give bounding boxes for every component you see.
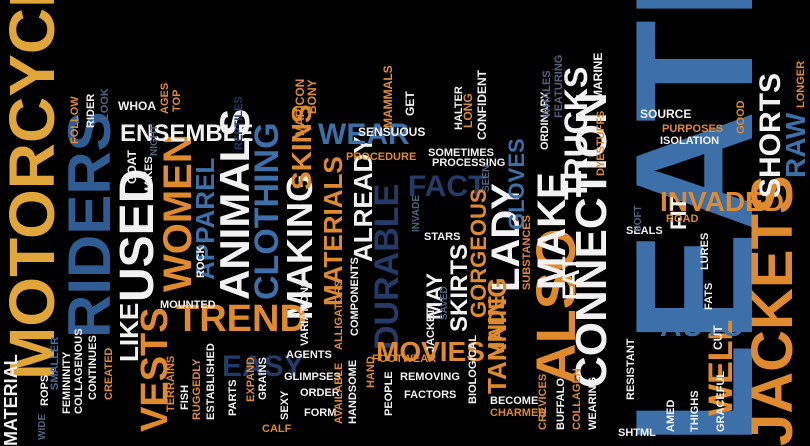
word-biological: BIOLOGICAL — [467, 334, 479, 404]
word-saved: SAVED — [439, 286, 450, 320]
word-agents: AGENTS — [286, 349, 332, 361]
word-processing: PROCESSING — [432, 157, 506, 169]
word-seals: SEALS — [626, 225, 663, 237]
word-people: PEOPLE — [383, 371, 395, 416]
word-movies: MOVIES — [376, 336, 485, 367]
word-sexy: SEXY — [279, 390, 291, 420]
word-whales: WHALES — [541, 70, 553, 118]
word-good: GOOD — [735, 100, 747, 134]
word-soft: SOFT — [633, 205, 644, 232]
word-glimpses: GLIMPSES — [284, 371, 341, 383]
word-sometimes: SOMETIMES — [428, 147, 495, 159]
word-lures: LURES — [699, 232, 711, 270]
word-terrains: TERRAINS — [165, 355, 177, 412]
word-follow: FOLLOW — [69, 96, 81, 144]
word-continues: CONTINUES — [87, 335, 99, 400]
word-crevices: CREVICES — [537, 373, 549, 430]
word-collagenous: COLLAGENOUS — [73, 328, 85, 414]
word-fish: FISH — [179, 384, 191, 410]
word-thighs: THIGHS — [689, 390, 701, 432]
word-created: CREATED — [103, 347, 115, 400]
word-seen: SEEN — [481, 164, 492, 192]
word-reptiles: REPTILES — [233, 96, 245, 150]
word-expand: EXPAND — [245, 356, 257, 402]
word-sensuous: SENSUOUS — [358, 125, 426, 139]
word-parts: PARTS — [227, 379, 239, 416]
word-available: AVAILABLE — [333, 362, 345, 424]
word-look: LOOK — [99, 88, 111, 120]
word-components: COMPONENTS — [349, 257, 361, 336]
word-cut: CUT — [711, 325, 725, 350]
word-fats: FATS — [703, 282, 715, 310]
word-become: BECOME — [490, 395, 539, 407]
word-like: LIKE — [114, 302, 144, 362]
word-calf: CALF — [262, 423, 292, 435]
word-invaded: INVADED — [660, 186, 784, 217]
word-auto: AUTO — [660, 310, 745, 343]
word-fat: FAT — [558, 256, 585, 300]
word-motorcycle: MOTORCYCLE — [0, 0, 68, 380]
word-smaller: SMALLER — [49, 336, 61, 390]
word-confident: CONFIDENT — [475, 70, 489, 140]
word-marine: MARINE — [591, 52, 605, 100]
word-raw: RAW — [780, 112, 810, 178]
word-buffalo: BUFFALO — [555, 378, 567, 430]
word-material: MATERIAL — [1, 354, 21, 446]
word-invade: INVADE — [411, 194, 422, 232]
word-wide: WIDE — [37, 413, 48, 440]
word-variations: VARIATIONS — [299, 279, 311, 346]
word-source: SOURCE — [640, 107, 692, 121]
word-bony: BONY — [305, 79, 319, 114]
word-established: ESTABLISHED — [205, 343, 217, 420]
word-graceful: GRACEFUL — [715, 370, 727, 432]
word-goat: GOAT — [125, 150, 139, 184]
word-collagen: COLLAGEN — [571, 368, 583, 430]
word-amed: AMED — [665, 399, 677, 432]
word-mammals: MAMMALS — [381, 65, 395, 128]
word-order: ORDER — [300, 387, 340, 399]
word-femininity: FEMININITY — [61, 351, 73, 414]
word-clothing: CLOTHING — [248, 122, 286, 300]
word-featuring: FEATURING — [553, 54, 565, 118]
word-wearing: WEARING — [587, 376, 599, 430]
word-factors: FACTORS — [404, 389, 457, 401]
word-ages: AGES — [159, 82, 171, 114]
word-charmed: CHARMED — [490, 407, 547, 419]
word-trend: TREND — [176, 298, 307, 340]
word-wear: WEAR — [318, 118, 410, 151]
word-rider: RIDER — [85, 93, 97, 128]
word-alligators: ALLIGATORS — [333, 279, 345, 350]
word-rock: ROCK — [195, 245, 207, 278]
word-grains: GRAINS — [257, 357, 269, 400]
word-isolation: ISOLATION — [660, 135, 720, 147]
word-ensemble: ENSEMBLE — [120, 120, 254, 147]
word-mounted: MOUNTED — [160, 299, 216, 311]
word-long: LONG — [461, 93, 475, 128]
word-longer: LONGER — [795, 60, 807, 108]
word-easy: EASY — [222, 350, 304, 383]
word-shtml: SHTML — [618, 427, 656, 439]
word-removing: REMOVING — [400, 371, 460, 383]
word-night: NIGHT — [149, 124, 160, 156]
word-road: ROAD — [666, 213, 699, 225]
word-makes: MAKES — [143, 156, 155, 196]
word-resistant: RESISTANT — [625, 338, 637, 400]
word-footwear: FOOTWEAR — [372, 353, 437, 365]
word-whoa: WHOA — [118, 99, 156, 113]
word-procedure: PROCEDURE — [346, 151, 417, 163]
word-top: TOP — [171, 89, 183, 112]
word-ruggedly: RUGGEDLY — [191, 358, 203, 420]
word-fact: FACT — [408, 170, 487, 203]
word-get: GET — [403, 91, 417, 116]
word-handsome: HANDSOME — [347, 359, 359, 424]
word-substances: SUBSTANCES — [521, 215, 533, 290]
word-stars: STARS — [424, 231, 461, 243]
word-jacket: JACKET — [425, 307, 437, 352]
word-purposes: PURPOSES — [662, 123, 724, 135]
word-made: MADE — [484, 295, 509, 360]
word-form: FORM — [304, 407, 337, 419]
word-dyestuffs: DYESTUFFS — [595, 110, 607, 176]
